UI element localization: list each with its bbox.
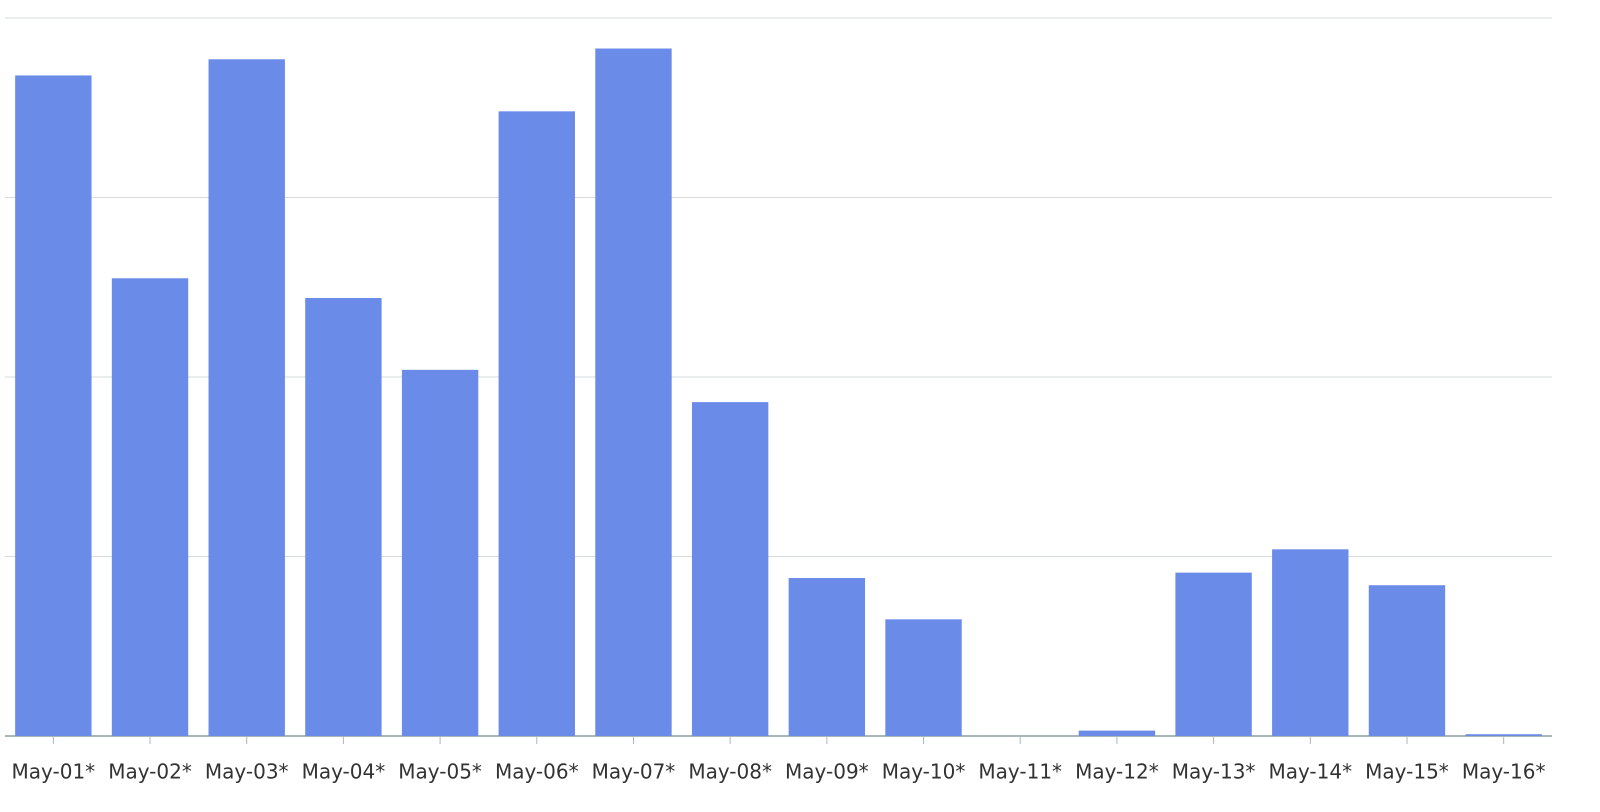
x-tick-label: May-15* xyxy=(1365,760,1449,784)
bar xyxy=(1272,549,1349,736)
bar xyxy=(1078,730,1156,736)
x-tick-label: May-11* xyxy=(978,760,1062,784)
x-tick-label: May-08* xyxy=(688,760,772,784)
bar xyxy=(691,402,769,736)
x-tick-label: May-09* xyxy=(785,760,869,784)
x-tick-label: May-04* xyxy=(302,760,386,784)
x-tick-label: May-13* xyxy=(1172,760,1256,784)
bar xyxy=(15,75,92,736)
x-tick-label: May-05* xyxy=(398,760,482,784)
bar xyxy=(208,59,285,737)
x-tick-label: May-01* xyxy=(12,760,96,784)
bar xyxy=(498,111,575,737)
x-tick-label: May-16* xyxy=(1462,760,1546,784)
bar xyxy=(111,278,189,736)
x-tick-label: May-07* xyxy=(592,760,676,784)
x-tick-label: May-06* xyxy=(495,760,579,784)
bar xyxy=(401,369,479,736)
bar xyxy=(1465,734,1542,736)
bar xyxy=(1368,585,1446,736)
x-tick-label: May-03* xyxy=(205,760,289,784)
bar xyxy=(885,619,962,736)
bar xyxy=(788,578,866,736)
bar xyxy=(1175,572,1252,736)
x-tick-label: May-14* xyxy=(1268,760,1352,784)
bar xyxy=(595,48,672,736)
x-tick-label: May-02* xyxy=(108,760,192,784)
bar xyxy=(305,298,382,736)
x-tick-label: May-10* xyxy=(882,760,966,784)
x-tick-label: May-12* xyxy=(1075,760,1159,784)
